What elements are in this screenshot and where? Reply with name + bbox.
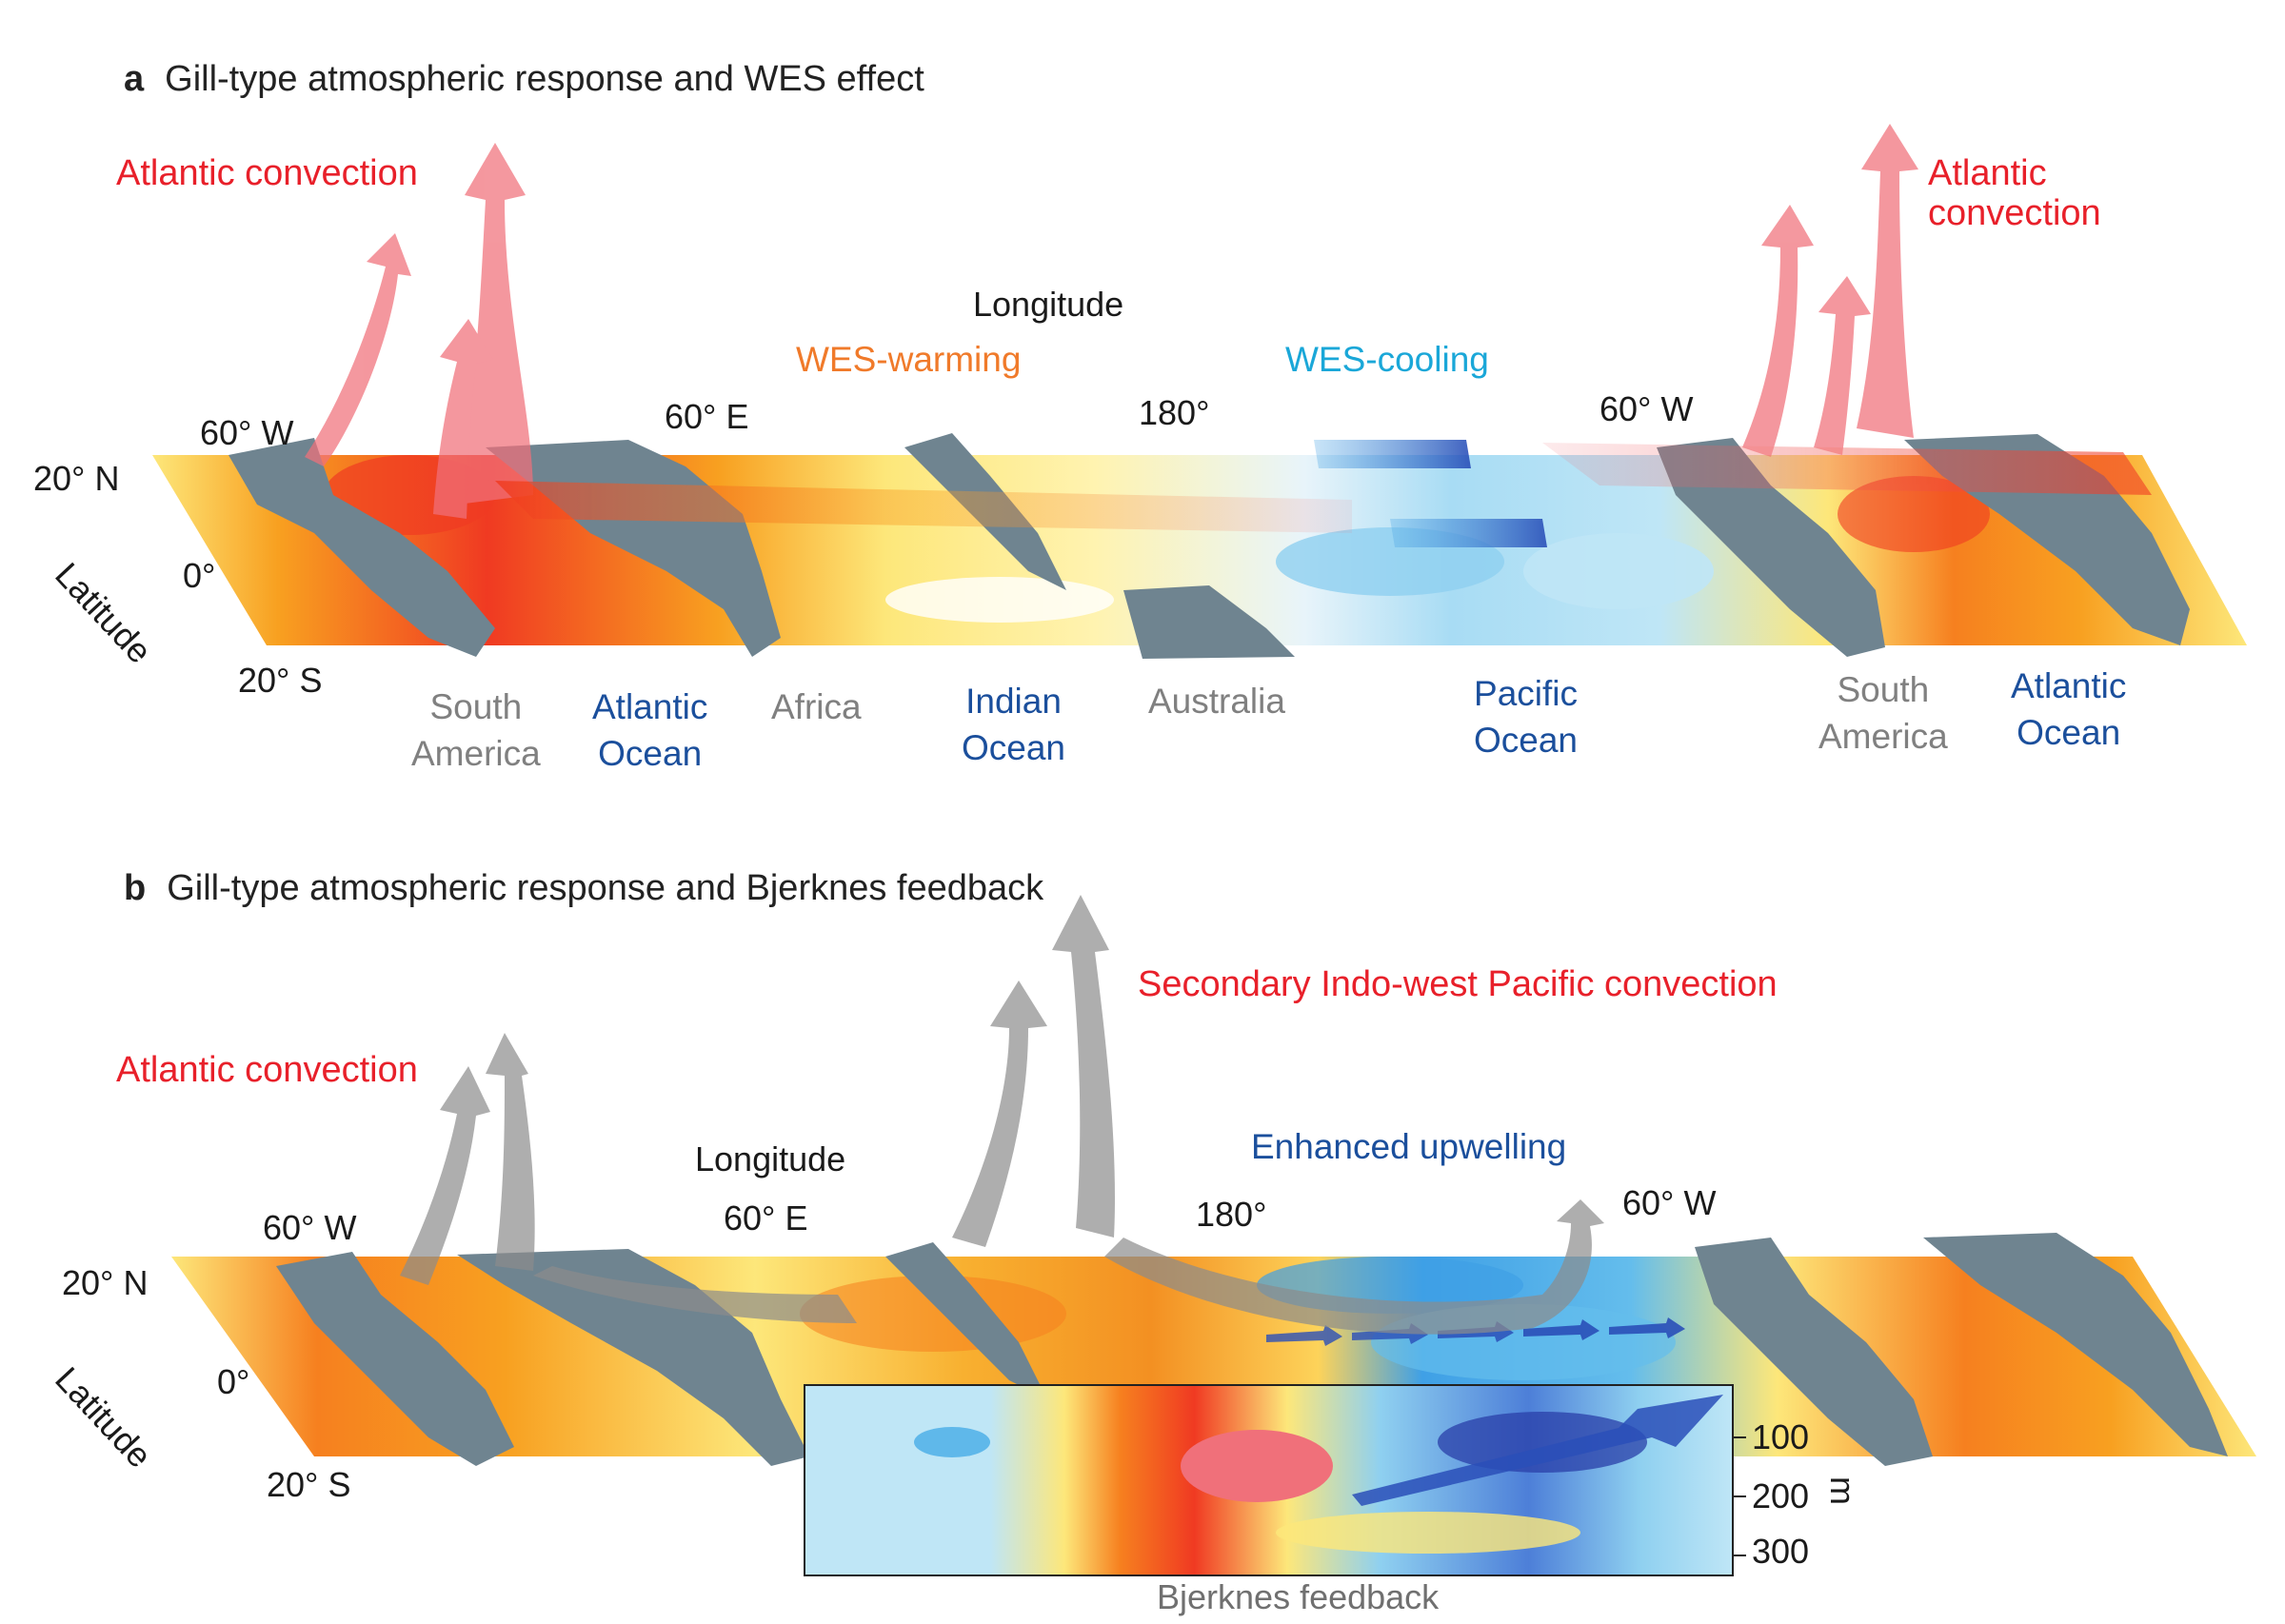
panel-b-landmass-americas-2 [1695,1238,1933,1466]
panel-a-region-atlantic-ocean-right-line2: Ocean [2017,713,2121,753]
panel-a-region-australia: Australia [1148,682,1285,721]
panel-a-region-atlantic-ocean-right-line1: Atlantic [2011,666,2127,705]
panel-a-lon-tick-60w-right: 60° W [1600,389,1694,428]
panel-b-arrow-atlantic-1 [400,1066,490,1285]
panel-b-convection-arrows [400,895,1604,1335]
panel-b-depth-unit: m [1823,1476,1862,1505]
panel-a-region-atlantic-ocean: Atlantic Ocean [592,683,707,777]
panel-a-region-south-america-right-line1: South [1837,670,1930,709]
panel-a-title: Gill-type atmospheric response and WES e… [165,59,924,99]
panel-b-wind-arrow-2 [1352,1323,1428,1344]
panel-a-region-indian-ocean-line1: Indian [965,682,1062,721]
panel-b-title: Gill-type atmospheric response and Bjerk… [167,868,1044,908]
panel-a-lon-tick-60e: 60° E [665,397,749,436]
panel-a-region-atlantic-ocean-line1: Atlantic [592,687,708,726]
panel-a-axis-longitude: Longitude [973,285,1124,324]
panel-b-label-enhanced-upwelling: Enhanced upwelling [1251,1127,1567,1166]
panel-a-lon-tick-180: 180° [1139,393,1210,432]
panel-a-letter: a [124,59,145,99]
panel-b-section-cool-patch [914,1427,990,1457]
panel-b-lat-tick-0: 0° [217,1362,250,1401]
panel-a-arrow-right-outer [1742,205,1814,457]
panel-a-lat-tick-20n: 20° N [33,459,120,498]
panel-a-arrow-right-tall [1857,124,1918,438]
panel-b-walker-return-right [1104,1199,1604,1335]
panel-a-region-pacific-ocean-line1: Pacific [1474,674,1578,713]
panel-a-region-indian-ocean: Indian Ocean [962,678,1065,771]
panel-b-label-secondary-convection: Secondary Indo-west Pacific convection [1138,964,1778,1004]
panel-a-region-atlantic-ocean-right: Atlantic Ocean [2011,663,2126,756]
panel-a-region-atlantic-ocean-line2: Ocean [598,734,703,774]
panel-a-label-atlantic-convection-right-2: convection [1928,193,2101,233]
panel-b-wind-arrow-1 [1266,1325,1342,1346]
panel-a-warm-core-atlantic-2 [1838,476,1990,552]
panel-a-label-wes-warming: WES-warming [796,340,1022,379]
panel-b-arrow-secondary-1 [952,980,1047,1247]
panel-a-region-south-america-line1: South [429,687,523,726]
panel-b-arrow-atlantic-2 [486,1033,535,1271]
panel-b-vertical-section [804,1384,1746,1576]
panel-b-depth-tick-200: 200 [1752,1476,1810,1515]
panel-b-wind-arrow-4 [1523,1319,1600,1340]
panel-b-depth-tick-100: 100 [1752,1417,1810,1456]
panel-a-arrow-left-outer [305,233,411,466]
panel-b-landmass-africa-2 [1923,1233,2228,1456]
panel-a-walker-band-left [495,481,1352,533]
panel-a-landmass-americas [228,438,495,657]
panel-b-lon-tick-180: 180° [1196,1195,1267,1234]
panel-a-lon-tick-60w: 60° W [200,413,294,452]
panel-a-cool-patch-pacific-2 [1523,533,1714,609]
panel-a-label-atlantic-convection-left: Atlantic convection [116,153,418,193]
panel-b-section-yellow-patch [1276,1512,1580,1554]
panel-a-arrow-left-inner [433,319,493,519]
panel-a-region-south-america: South America [411,683,541,777]
panel-b-lon-tick-60w: 60° W [263,1208,357,1247]
panel-b-landmass-maritime [885,1242,1047,1399]
panel-a-arrow-left-tall [457,143,533,505]
panel-a-heading: a Gill-type atmospheric response and WES … [124,61,924,97]
panel-a-region-pacific-ocean-line2: Ocean [1474,721,1579,761]
panel-a-landmass-americas-2 [1657,438,1885,657]
panel-a-wind-box-2 [1390,519,1547,547]
panel-b-arrow-secondary-tall [1052,895,1115,1238]
panel-a-region-africa: Africa [771,687,862,726]
panel-a-region-indian-ocean-line2: Ocean [962,728,1066,768]
panel-a-wind-box-1 [1314,440,1471,468]
panel-b-section-caption: Bjerknes feedback [1157,1577,1440,1616]
panel-a-region-pacific-ocean: Pacific Ocean [1474,670,1578,763]
panel-a-region-south-america-line2: America [411,734,541,774]
panel-b-lat-tick-20s: 20° S [267,1465,351,1504]
panel-a-label-atlantic-convection-right-1: Atlantic [1928,153,2047,193]
panel-b-label-atlantic-convection: Atlantic convection [116,1050,418,1090]
panel-a-landmass-australia [1123,585,1295,659]
panel-b-letter: b [124,868,147,908]
panel-b-section-cool-core [1438,1412,1647,1473]
panel-a-label-wes-cooling: WES-cooling [1285,340,1489,379]
panel-a-lat-tick-0: 0° [183,556,216,595]
panel-b-landmass-americas [276,1252,514,1466]
panel-b-lat-tick-20n: 20° N [62,1263,149,1302]
panel-b-landmass-africa [457,1249,809,1466]
panel-b-lon-tick-60w-right: 60° W [1622,1183,1717,1222]
panel-a-region-south-america-right-line2: America [1818,717,1948,757]
panel-b-wind-arrow-5 [1609,1317,1685,1338]
panel-a-cool-patch-indian [885,577,1114,623]
panel-a-lat-tick-20s: 20° S [238,661,323,700]
panel-b-axis-longitude: Longitude [695,1139,846,1178]
panel-b-walker-return-left [533,1266,857,1323]
panel-b-heading: b Gill-type atmospheric response and Bjer… [124,870,1043,906]
panel-a-walker-band-right [1542,443,2152,495]
panel-a-convection-arrows [305,124,2152,533]
panel-b-depth-tick-300: 300 [1752,1532,1810,1571]
panel-b-section-warm-core [1181,1430,1333,1502]
panel-b-lon-tick-60e: 60° E [724,1198,808,1238]
panel-a-region-south-america-right: South America [1818,666,1948,760]
panel-a-arrow-right-inner [1814,276,1871,455]
panel-b-upwelling-arrow [1352,1395,1723,1506]
